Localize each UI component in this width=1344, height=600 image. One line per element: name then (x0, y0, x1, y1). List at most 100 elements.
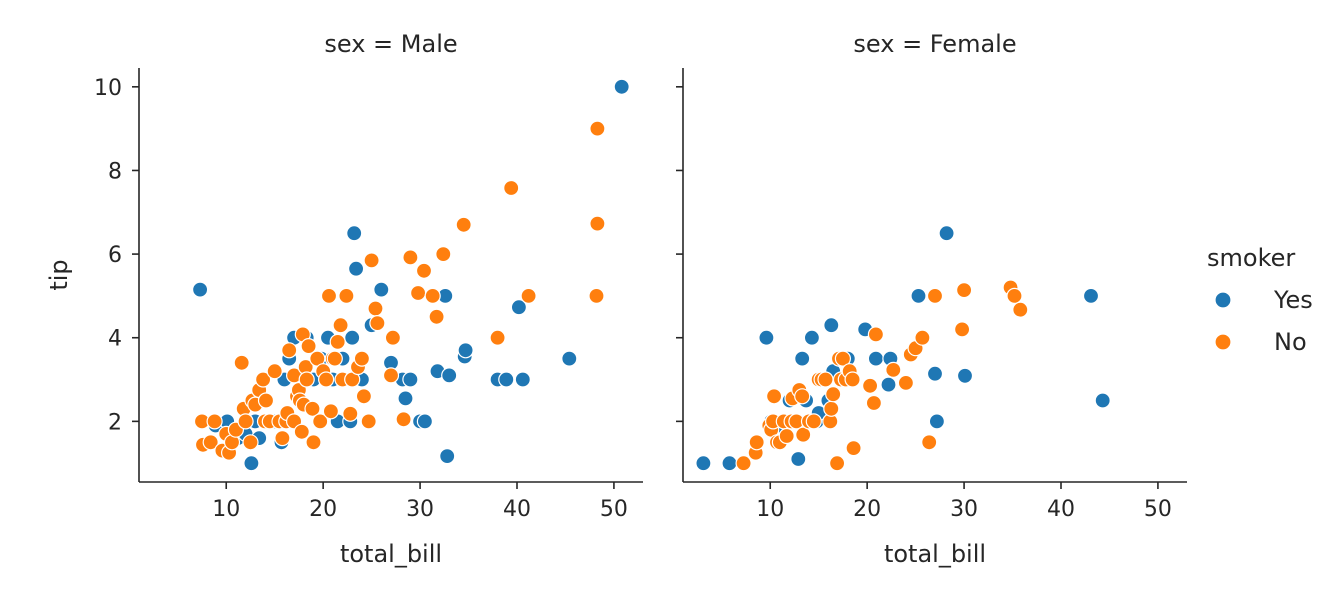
point-no (823, 400, 840, 417)
x-tick-label-male: 10 (212, 497, 240, 522)
point-no (367, 300, 384, 317)
point-yes (348, 260, 365, 277)
point-no (233, 354, 250, 371)
point-yes (926, 365, 944, 382)
point-yes (192, 281, 209, 298)
point-no (795, 426, 812, 443)
point-no (428, 308, 445, 325)
point-no (885, 361, 902, 378)
point-no (834, 350, 852, 367)
point-no (320, 287, 338, 304)
point-yes (938, 225, 955, 242)
point-yes (613, 78, 630, 95)
legend-title: smoker (1207, 244, 1295, 272)
point-no (304, 400, 321, 417)
y-axis-label: tip (45, 259, 73, 290)
point-no (305, 434, 322, 451)
point-no (503, 179, 520, 197)
point-yes (397, 390, 414, 407)
point-no (794, 388, 811, 405)
point-no (206, 413, 223, 430)
point-no (395, 411, 412, 428)
point-yes (457, 342, 474, 359)
point-no (355, 388, 372, 405)
point-no (293, 423, 310, 440)
point-yes (803, 329, 821, 346)
y-tick-label: 2 (108, 410, 122, 435)
x-ticks-male: 10 20 30 40 50 (212, 482, 628, 522)
point-no (765, 388, 783, 405)
point-yes (910, 287, 927, 304)
legend: smoker Yes No (1207, 244, 1313, 356)
point-no (589, 215, 606, 232)
point-no (332, 317, 349, 334)
point-no (805, 413, 822, 430)
point-no (255, 371, 272, 388)
point-yes (721, 455, 738, 472)
point-no (369, 315, 386, 332)
point-yes (373, 281, 390, 298)
x-tick-label-female: 30 (950, 497, 978, 522)
points-male (192, 78, 630, 472)
point-no (300, 338, 317, 355)
point-yes (867, 350, 885, 367)
x-tick-label-male: 50 (600, 497, 628, 522)
point-yes (514, 371, 531, 388)
point-no (844, 371, 861, 388)
point-no (202, 434, 219, 451)
facet-title-male: sex = Male (324, 30, 457, 58)
point-no (955, 282, 973, 299)
point-no (326, 350, 343, 367)
points-female (695, 225, 1111, 472)
point-yes (790, 450, 807, 468)
point-no (735, 455, 752, 472)
x-axis-label-male: total_bill (340, 540, 442, 568)
point-no (338, 287, 355, 304)
point-no (861, 377, 879, 394)
legend-label-no: No (1274, 328, 1307, 356)
x-tick-label-female: 50 (1144, 497, 1172, 522)
point-yes (1094, 392, 1111, 409)
x-tick-label-female: 20 (853, 497, 881, 522)
point-yes (402, 371, 419, 388)
point-no (274, 430, 291, 447)
x-ticks-female: 10 20 30 40 50 (756, 482, 1172, 522)
point-yes (344, 329, 361, 346)
y-tick-label: 10 (94, 76, 122, 101)
point-no (828, 455, 846, 472)
point-no (363, 252, 380, 269)
point-no (926, 287, 944, 304)
y-ticks-female (676, 86, 683, 423)
point-no (402, 249, 419, 266)
point-yes (441, 367, 458, 384)
point-no (312, 413, 329, 430)
y-tick-label: 8 (108, 159, 122, 184)
point-no (415, 262, 433, 279)
point-yes (928, 413, 946, 430)
x-tick-label-male: 40 (503, 497, 531, 522)
point-no (329, 333, 346, 350)
y-tick-label: 6 (108, 243, 122, 268)
point-no (1012, 301, 1029, 318)
point-yes (880, 376, 897, 393)
legend-marker-yes (1214, 291, 1232, 309)
point-no (242, 434, 259, 451)
x-tick-label-male: 20 (309, 497, 337, 522)
legend-label-yes: Yes (1273, 286, 1313, 314)
point-no (1006, 287, 1023, 304)
point-no (266, 363, 283, 380)
point-yes (439, 448, 456, 465)
point-no (424, 287, 441, 304)
point-no (237, 413, 254, 430)
legend-marker-no (1214, 333, 1232, 351)
point-no (589, 120, 606, 137)
point-no (914, 329, 931, 346)
point-no (748, 434, 765, 451)
point-no (360, 413, 377, 430)
point-no (455, 216, 472, 233)
point-yes (510, 299, 528, 316)
point-no (817, 371, 834, 388)
point-no (384, 329, 401, 346)
